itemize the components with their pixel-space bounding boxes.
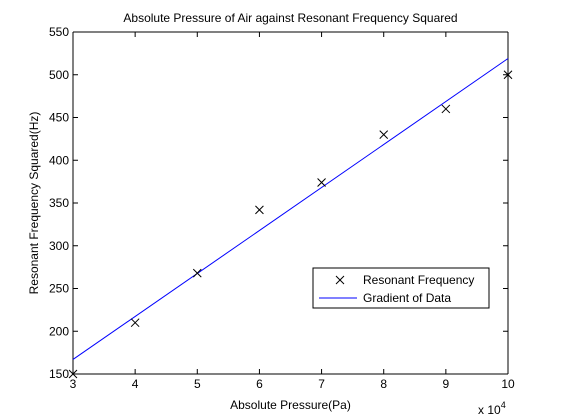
x-tick-label: 8 [380,377,387,391]
plot-area [72,31,509,375]
data-point [379,130,389,139]
y-tick-label: 200 [49,324,69,338]
y-tick-label: 500 [49,68,69,82]
x-axis-label: Absolute Pressure(Pa) [230,398,351,412]
x-tick-label: 9 [443,377,450,391]
x-tick-label: 3 [70,377,77,391]
y-tick-label: 300 [49,239,69,253]
chart-title: Absolute Pressure of Air against Resonan… [123,11,457,25]
x-multiplier-exponent: 4 [501,400,506,410]
legend: Resonant Frequency Gradient of Data [312,267,490,309]
data-point [192,268,202,278]
ticks: 3 4 5 6 7 8 9 10 150 200 250 300 350 400 450 500 550 [49,25,515,391]
x-tick-label: 6 [256,377,263,391]
y-tick-label: 400 [49,153,69,167]
x-multiplier-base: x 10 [478,403,501,417]
y-tick-label: 350 [49,196,69,210]
x-tick-label: 5 [194,377,201,391]
data-point [503,70,513,80]
plot-background [73,32,508,374]
data-point [441,104,451,114]
x-tick-label: 7 [318,377,325,391]
legend-label: Gradient of Data [363,291,451,305]
series-layer [68,58,513,379]
legend-label: Resonant Frequency [363,273,474,287]
y-tick-label: 450 [49,111,69,125]
x-tick-label: 4 [132,377,139,391]
x-tick-label: 10 [501,377,515,391]
y-tick-label: 250 [49,282,69,296]
y-tick-label: 550 [49,25,69,39]
y-tick-label: 150 [49,367,69,381]
data-point [317,178,326,187]
legend-box [312,267,490,309]
data-point [255,205,264,215]
legend-items: Resonant Frequency Gradient of Data [319,273,474,305]
legend-marker-icon [335,275,345,285]
series-line-gradient [72,58,509,360]
y-axis-label: Resonant Frequency Squared(Hz) [27,112,41,295]
data-point [130,318,140,328]
x-axis-multiplier: x 104 [478,400,506,417]
data-point [68,369,78,379]
